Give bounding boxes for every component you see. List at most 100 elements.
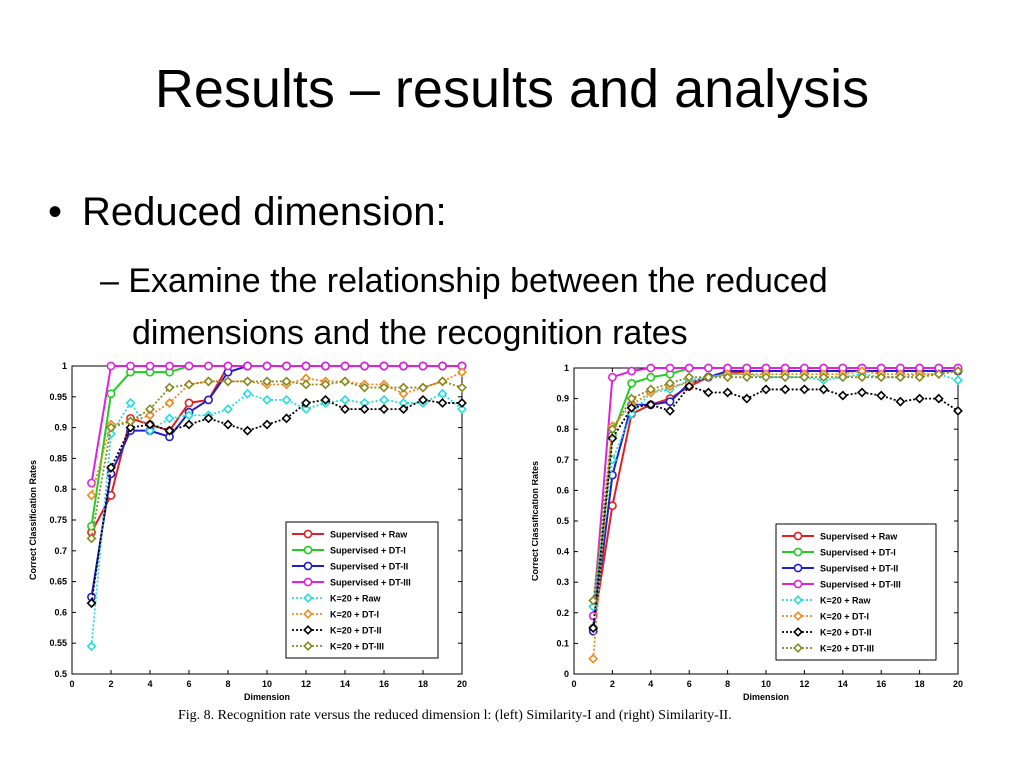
data-point: [780, 384, 791, 395]
data-point: [340, 361, 350, 371]
legend-marker: [303, 545, 313, 555]
data-point: [164, 425, 175, 436]
legend-marker: [303, 641, 313, 651]
data-point: [242, 388, 253, 399]
data-point: [607, 424, 618, 435]
data-point: [359, 382, 370, 393]
data-point: [203, 376, 214, 387]
data-point: [665, 405, 675, 416]
data-point: [953, 405, 963, 416]
legend-entry: Supervised + DT-III: [820, 580, 901, 590]
data-point: [799, 372, 810, 383]
y-tick-label: 0.7: [54, 546, 67, 556]
y-tick-label: 0.1: [556, 638, 569, 648]
x-tick-label: 0: [69, 679, 74, 689]
x-tick-label: 8: [225, 679, 230, 689]
legend-entry: K=20 + DT-I: [330, 610, 379, 620]
data-point: [379, 361, 389, 371]
data-point: [646, 372, 656, 382]
data-point: [204, 395, 213, 405]
x-tick-label: 12: [799, 679, 809, 689]
data-point: [184, 379, 194, 390]
data-point: [379, 404, 389, 415]
legend-entry: K=20 + DT-II: [820, 628, 872, 638]
data-point: [437, 388, 448, 399]
slide-title: Results – results and analysis: [154, 59, 870, 119]
y-tick-label: 0.8: [556, 424, 569, 434]
data-point: [703, 387, 714, 398]
data-point: [741, 372, 752, 383]
data-point: [665, 397, 675, 407]
x-tick-label: 20: [953, 679, 963, 689]
data-point: [340, 394, 350, 405]
sub-bullet: – Examine the relationship between the r…: [100, 255, 828, 359]
data-point: [438, 361, 447, 371]
data-point: [262, 361, 272, 371]
data-point: [340, 404, 350, 415]
data-point: [914, 372, 925, 383]
legend: Supervised + Raw Supervised + DT-I Supervi…: [775, 523, 937, 661]
data-point: [86, 641, 97, 652]
x-tick-label: 20: [457, 679, 467, 689]
y-tick-label: 0.9: [54, 423, 67, 433]
x-tick-label: 16: [379, 679, 389, 689]
chart-right: 0 2 4 6 8 10 12 14 16 18 20 0 0.1 0.2 0.3 0.4 0.5 0.6 0.7 0…: [532, 363, 963, 702]
x-axis-label: Dimension: [743, 692, 789, 702]
data-point: [86, 598, 97, 609]
data-point: [645, 399, 656, 410]
bullet-reduced-dimension: • Reduced dimension:: [48, 190, 447, 235]
data-point: [262, 419, 272, 430]
x-tick-label: 4: [147, 679, 152, 689]
y-axis-label: Correct Classification Rates: [532, 461, 540, 581]
data-point: [262, 376, 272, 387]
series-k-20-dt-ii: [588, 381, 963, 634]
data-point: [360, 361, 369, 371]
legend-marker: [303, 609, 313, 619]
data-point: [301, 404, 311, 415]
sub-bullet-line2: dimensions and the recognition rates: [132, 314, 688, 352]
y-tick-label: 0.85: [49, 453, 67, 463]
data-point: [437, 376, 448, 387]
legend-entry: Supervised + DT-II: [330, 562, 408, 572]
series-supervised-dt-iii: [588, 363, 963, 621]
figure-caption: Fig. 8. Recognition rate versus the redu…: [178, 708, 732, 723]
data-point: [418, 361, 428, 371]
legend-entry: Supervised + DT-III: [330, 578, 411, 588]
data-point: [626, 402, 637, 413]
y-tick-label: 0.9: [556, 394, 569, 404]
data-point: [145, 361, 155, 371]
data-point: [301, 361, 311, 371]
y-tick-label: 0.65: [49, 577, 67, 587]
x-tick-label: 2: [108, 679, 113, 689]
data-point: [895, 372, 906, 383]
data-point: [106, 389, 116, 399]
data-point: [87, 521, 96, 531]
x-tick-label: 16: [876, 679, 886, 689]
data-point: [684, 381, 695, 392]
data-point: [204, 361, 213, 371]
y-tick-label: 0.7: [556, 455, 569, 465]
legend-entry: K=20 + Raw: [820, 596, 872, 606]
data-point: [837, 390, 848, 401]
y-tick-label: 0.55: [49, 638, 67, 648]
data-point: [223, 376, 233, 387]
legend-box: [285, 521, 439, 659]
legend: Supervised + Raw Supervised + DT-I Supervi…: [285, 521, 439, 659]
data-point: [184, 410, 194, 421]
x-tick-label: 6: [186, 679, 191, 689]
data-point: [359, 404, 370, 415]
y-tick-label: 1: [564, 363, 569, 373]
data-point: [418, 382, 428, 393]
legend-entry: Supervised + Raw: [330, 530, 408, 540]
data-point: [203, 413, 214, 424]
data-point: [379, 382, 389, 393]
legend-marker: [793, 531, 803, 541]
legend-entry: K=20 + DT-II: [330, 626, 382, 636]
legend-marker: [793, 547, 803, 557]
data-point: [914, 393, 925, 404]
y-tick-label: 0.5: [54, 669, 67, 679]
legend-entry: Supervised + DT-I: [330, 546, 406, 556]
data-point: [399, 361, 408, 371]
data-point: [895, 396, 906, 407]
data-point: [242, 425, 253, 436]
